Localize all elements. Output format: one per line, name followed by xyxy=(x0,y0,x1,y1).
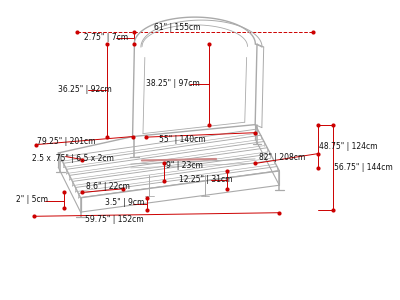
Text: 79.25" | 201cm: 79.25" | 201cm xyxy=(37,136,96,146)
Text: 56.75" | 144cm: 56.75" | 144cm xyxy=(334,163,393,172)
Text: 38.25" | 97cm: 38.25" | 97cm xyxy=(146,79,199,88)
Text: 3.5" | 9cm: 3.5" | 9cm xyxy=(105,198,144,207)
Text: 55" | 140cm: 55" | 140cm xyxy=(160,135,206,144)
Text: 9" | 23cm: 9" | 23cm xyxy=(166,161,203,170)
Text: 2.5 x .75" | 6.5 x 2cm: 2.5 x .75" | 6.5 x 2cm xyxy=(32,154,114,163)
Text: 8.6" | 22cm: 8.6" | 22cm xyxy=(86,182,130,191)
Text: 61" | 155cm: 61" | 155cm xyxy=(154,23,200,32)
Text: 48.75" | 124cm: 48.75" | 124cm xyxy=(320,142,378,151)
Text: 12.25" | 31cm: 12.25" | 31cm xyxy=(179,176,232,184)
Text: 2.75" | 7cm: 2.75" | 7cm xyxy=(84,33,128,42)
Text: 59.75" | 152cm: 59.75" | 152cm xyxy=(85,215,143,224)
Text: 36.25" | 92cm: 36.25" | 92cm xyxy=(58,85,112,94)
Text: 82" | 208cm: 82" | 208cm xyxy=(259,153,305,162)
Text: 2" | 5cm: 2" | 5cm xyxy=(16,195,48,204)
